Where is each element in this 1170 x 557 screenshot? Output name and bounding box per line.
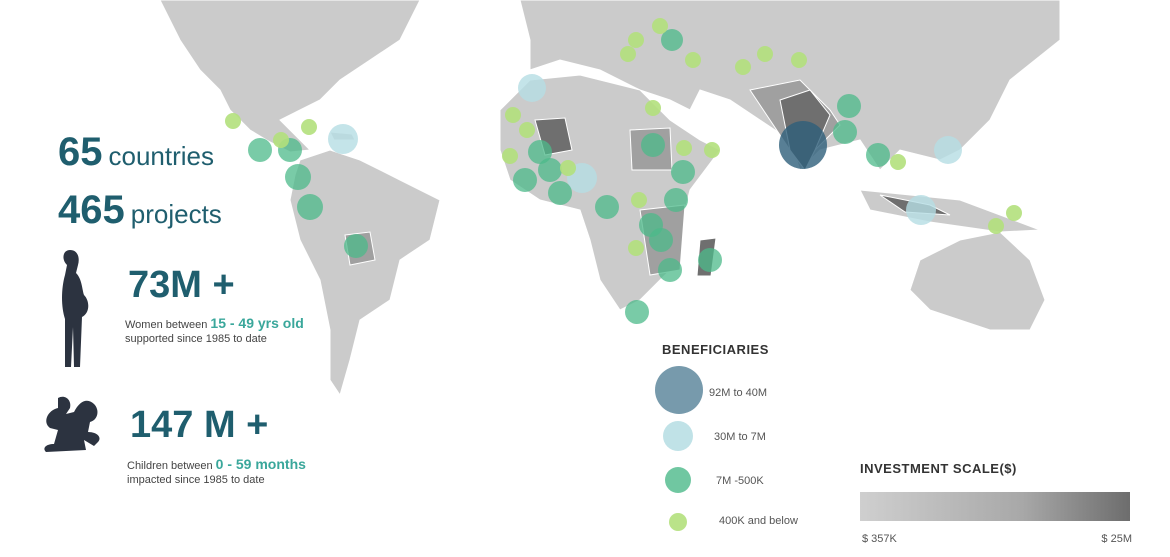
beneficiary-bubble [704, 142, 720, 158]
beneficiary-bubble [661, 29, 683, 51]
beneficiary-bubble [502, 148, 518, 164]
children-since: impacted since 1985 to date [127, 474, 265, 486]
beneficiary-bubbles [225, 18, 1022, 324]
beneficiary-bubble [285, 164, 311, 190]
beneficiary-bubble [735, 59, 751, 75]
beneficiary-bubble [757, 46, 773, 62]
beneficiary-bubble [297, 194, 323, 220]
beneficiary-bubble [519, 122, 535, 138]
beneficiary-bubble [631, 192, 647, 208]
investment-scale: INVESTMENT SCALE($) $ 357K $ 25M [860, 461, 1132, 545]
beneficiary-bubble [248, 138, 272, 162]
countries-stat: 65 countries [58, 130, 214, 174]
beneficiary-bubble [538, 158, 562, 182]
beneficiary-bubble [890, 154, 906, 170]
beneficiary-bubble [658, 258, 682, 282]
legend-title: BENEFICIARIES [662, 342, 769, 357]
women-since: supported since 1985 to date [125, 333, 267, 345]
legend-label: 7M -500K [716, 475, 764, 487]
beneficiary-bubble [652, 18, 668, 34]
children-figure: 147 M + [130, 404, 268, 446]
scale-max: $ 25M [1101, 533, 1132, 545]
beneficiary-bubble [988, 218, 1004, 234]
beneficiary-bubble [837, 94, 861, 118]
scale-bar [860, 492, 1130, 521]
beneficiary-bubble [906, 195, 936, 225]
beneficiary-bubble [641, 133, 665, 157]
beneficiary-bubble [664, 188, 688, 212]
women-figure: 73M + [128, 264, 235, 306]
legend-label: 30M to 7M [714, 431, 766, 443]
legend-bubble [669, 513, 687, 531]
legend-label: 92M to 40M [709, 387, 767, 399]
beneficiary-bubble [518, 74, 546, 102]
beneficiary-bubble [505, 107, 521, 123]
beneficiary-bubble [548, 181, 572, 205]
beneficiary-bubble [273, 132, 289, 148]
beneficiary-bubble [301, 119, 317, 135]
women-text: Women between 15 - 49 yrs old [125, 315, 304, 331]
beneficiary-bubble [595, 195, 619, 219]
beneficiary-bubble [625, 300, 649, 324]
beneficiary-bubble [513, 168, 537, 192]
beneficiaries-legend: BENEFICIARIES 92M to 40M 30M to 7M 7M -5… [655, 342, 798, 531]
legend-bubble [655, 366, 703, 414]
woman-silhouette [62, 250, 89, 367]
beneficiary-bubble [560, 160, 576, 176]
children-text: Children between 0 - 59 months [127, 456, 306, 472]
beneficiary-bubble [934, 136, 962, 164]
beneficiary-bubble [225, 113, 241, 129]
beneficiary-bubble [698, 248, 722, 272]
child-silhouette [44, 396, 100, 452]
beneficiary-bubble [671, 160, 695, 184]
north-america [159, 0, 421, 153]
beneficiary-bubble [344, 234, 368, 258]
south-america [289, 149, 441, 397]
beneficiary-bubble [328, 124, 358, 154]
beneficiary-bubble [1006, 205, 1022, 221]
beneficiary-bubble [620, 46, 636, 62]
legend-label: 400K and below [719, 515, 798, 527]
projects-stat: 465 projects [58, 188, 222, 232]
legend-bubble [663, 421, 693, 451]
beneficiary-bubble [791, 52, 807, 68]
beneficiary-bubble [528, 140, 552, 164]
beneficiary-bubble [685, 52, 701, 68]
beneficiary-bubble [649, 228, 673, 252]
africa [499, 74, 721, 311]
beneficiary-bubble [866, 143, 890, 167]
australia [909, 231, 1046, 331]
beneficiary-bubble [628, 240, 644, 256]
beneficiary-bubble [779, 121, 827, 169]
scale-min: $ 357K [862, 533, 898, 545]
beneficiary-bubble [676, 140, 692, 156]
beneficiary-bubble [628, 32, 644, 48]
beneficiary-bubble [833, 120, 857, 144]
beneficiary-bubble [645, 100, 661, 116]
scale-title: INVESTMENT SCALE($) [860, 461, 1017, 476]
legend-bubble [665, 467, 691, 493]
